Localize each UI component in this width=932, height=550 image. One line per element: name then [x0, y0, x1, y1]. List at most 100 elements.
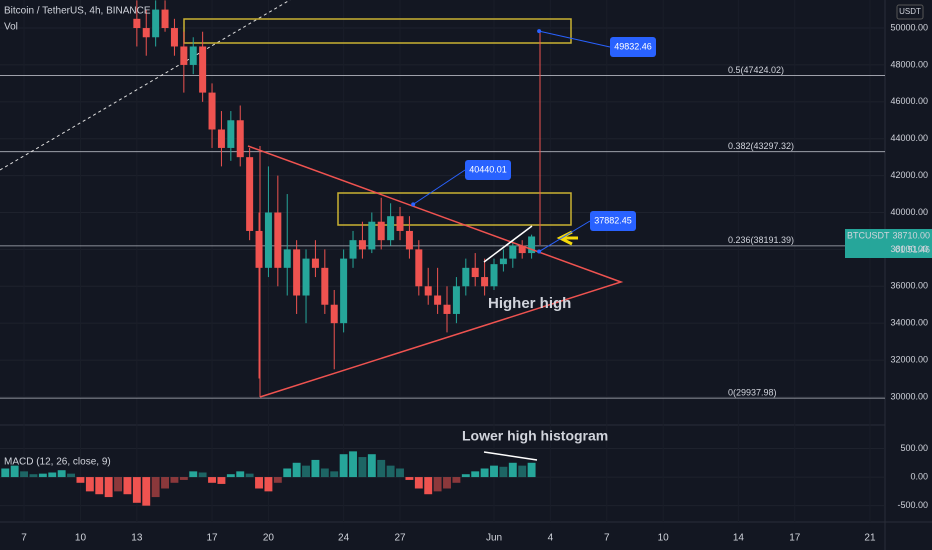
- candle-body: [161, 9, 169, 29]
- macd-bar: [245, 473, 254, 478]
- countdown: 01:51:46: [895, 244, 930, 254]
- candle-body: [424, 286, 432, 296]
- candle-body: [152, 9, 160, 38]
- macd-bar: [424, 477, 433, 495]
- macd-bar: [311, 459, 320, 478]
- macd-bar: [396, 468, 404, 478]
- macd-histogram: [1, 451, 536, 506]
- x-tick-label: 10: [658, 533, 670, 544]
- candle-body: [396, 216, 404, 231]
- macd-bar: [433, 477, 442, 492]
- fib-label: 0(29937.98): [728, 387, 777, 397]
- macd-bar: [170, 477, 179, 483]
- macd-bar: [518, 465, 527, 478]
- macd-bar: [405, 477, 414, 480]
- price-axis-bg: [885, 0, 932, 550]
- y-tick-label: 44000.00: [890, 133, 928, 143]
- macd-bar: [255, 477, 263, 489]
- annotation: Higher high: [488, 295, 571, 312]
- macd-bar: [273, 477, 282, 483]
- unit-box: [896, 4, 924, 20]
- macd-bar: [95, 477, 104, 495]
- callout-label: 49832.46: [614, 41, 652, 51]
- macd-bar: [123, 477, 132, 495]
- candle-body: [349, 240, 357, 259]
- macd-bar: [142, 477, 151, 506]
- x-tick-label: 27: [394, 533, 406, 544]
- candle-body: [133, 18, 141, 29]
- macd-bar: [358, 457, 367, 478]
- candle-body: [452, 286, 460, 314]
- macd-title: MACD (12, 26, close, 9): [4, 457, 111, 468]
- candle-body: [274, 212, 282, 268]
- candle-body: [528, 236, 536, 254]
- macd-bar: [48, 472, 57, 478]
- candle-body: [490, 264, 498, 287]
- macd-bar: [452, 477, 461, 483]
- macd-bar: [217, 477, 226, 484]
- candle-body: [208, 92, 216, 130]
- vol-label: Vol: [4, 22, 18, 33]
- macd-bar: [499, 466, 508, 478]
- higher-high-line: [483, 225, 533, 263]
- callout-box: [590, 211, 636, 231]
- candle-body: [499, 258, 507, 265]
- candle-body: [217, 129, 225, 148]
- symbol: BTCUSDT: [847, 230, 890, 240]
- macd-bar: [226, 474, 235, 478]
- y-tick-label: 50000.00: [890, 22, 928, 32]
- resistance-box: [183, 18, 572, 44]
- unit: USDT: [899, 7, 921, 16]
- y-tick-label: 500.00: [900, 443, 928, 453]
- macd-bar: [386, 465, 395, 478]
- candle-body: [180, 46, 188, 65]
- macd-bar: [320, 468, 329, 478]
- candle-body: [330, 304, 338, 324]
- x-tick-label: 17: [206, 533, 218, 544]
- macd-bar: [67, 473, 76, 478]
- x-tick-label: Jun: [486, 533, 502, 544]
- y-tick-label: 36000.00: [890, 281, 928, 291]
- macd-bar: [114, 477, 122, 492]
- y-tick-label: 48000.00: [890, 59, 928, 69]
- grid: [0, 27, 885, 507]
- macd-bar: [104, 477, 113, 498]
- y-tick-label: 30000.00: [890, 391, 928, 401]
- candle-body: [377, 221, 385, 241]
- macd-bar: [1, 468, 10, 478]
- x-tick-label: 13: [131, 533, 143, 544]
- macd-bar: [330, 471, 339, 478]
- y-tick-label: 32000.00: [890, 354, 928, 364]
- macd-bar: [461, 474, 470, 478]
- macd-bar: [76, 477, 85, 483]
- y-tick-label: 46000.00: [890, 96, 928, 106]
- macd-bar: [302, 465, 310, 478]
- callout-label: 37882.45: [594, 215, 632, 225]
- macd-bar: [377, 459, 386, 478]
- candles: [133, 0, 536, 379]
- candle-body: [481, 277, 489, 287]
- candle-body: [387, 216, 395, 241]
- candle-body: [321, 267, 329, 305]
- macd-bar: [85, 477, 94, 492]
- macd-bar: [29, 474, 38, 478]
- x-tick-label: 10: [75, 533, 87, 544]
- macd-bar: [132, 477, 141, 503]
- candle-body: [170, 28, 178, 47]
- y-tick-label: 38000.00: [890, 244, 928, 254]
- fib-label: 0.382(43297.32): [728, 141, 794, 151]
- macd-bar: [349, 451, 357, 478]
- candle-body: [509, 245, 517, 259]
- candle-body: [142, 28, 150, 38]
- callout-line: [539, 30, 611, 48]
- callout-line: [412, 169, 466, 205]
- candle-body: [199, 46, 207, 93]
- macd-bar: [38, 473, 47, 478]
- macd-bar: [57, 470, 66, 478]
- candle-body: [471, 267, 479, 278]
- x-tick-label: 14: [733, 533, 745, 544]
- macd-bar: [471, 471, 480, 478]
- macd-bar: [480, 468, 489, 478]
- x-tick-label: 20: [263, 533, 275, 544]
